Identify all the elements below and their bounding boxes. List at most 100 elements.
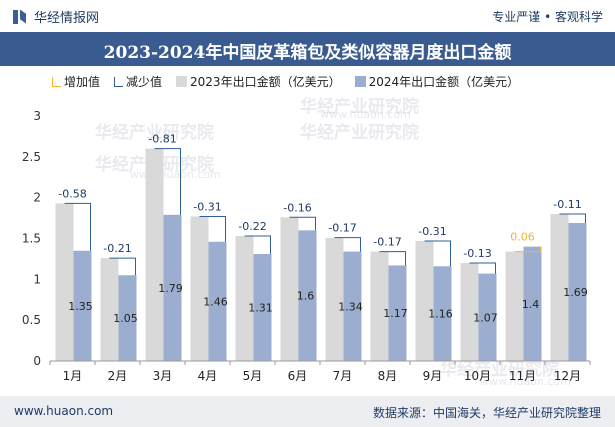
x-tick-label: 9月: [423, 369, 443, 383]
value-label-2024: 1.07: [473, 311, 498, 324]
decrease-bracket: [559, 213, 586, 223]
value-label-2024: 1.31: [248, 302, 273, 315]
y-tick-label: 1.5: [22, 232, 41, 246]
legend-label-2023: 2023年出口金额（亿美元）: [190, 75, 341, 89]
bar-2024: [118, 275, 137, 361]
bar-2024: [208, 241, 227, 361]
difference-label: -0.81: [148, 133, 176, 146]
bar-2024: [73, 250, 92, 361]
value-label-2024: 1.4: [522, 298, 540, 311]
bar-2024: [568, 222, 587, 361]
x-tick-label: 5月: [243, 369, 263, 383]
decrease-bracket: [109, 257, 136, 276]
legend-item-2023: 2023年出口金额（亿美元）: [176, 73, 341, 90]
value-label-2024: 1.34: [338, 300, 363, 313]
bar-2024: [163, 214, 182, 361]
logo-icon: [12, 9, 28, 25]
x-tick-label: 10月: [464, 369, 491, 383]
top-bar: 华经情报网 专业严谨 • 客观科学: [0, 0, 615, 32]
x-tick-label: 7月: [333, 369, 353, 383]
bar-2023: [370, 251, 389, 361]
difference-label: -0.17: [373, 236, 401, 249]
decrease-bracket: [64, 202, 91, 251]
x-tick-label: 2月: [108, 369, 128, 383]
y-tick-label: 1: [33, 272, 41, 286]
bar-2024: [343, 251, 362, 361]
bar-2023: [280, 217, 299, 361]
data-source: 数据来源：中国海关，华经产业研究院整理: [372, 406, 601, 420]
watermark-url: www.huaon.com: [480, 375, 571, 388]
title-bar: 2023-2024年中国皮革箱包及类似容器月度出口金额: [0, 32, 615, 66]
legend-item-2024: 2024年出口金额（亿美元）: [354, 73, 520, 90]
decrease-bracket: [469, 262, 496, 274]
watermark-text: 华经产业研究院: [300, 97, 419, 117]
legend-label-decrease: 减少值: [126, 75, 163, 89]
difference-label: -0.13: [463, 247, 491, 260]
swatch-2023: [176, 76, 188, 87]
increase-bracket: [514, 246, 541, 253]
chart-title: 2023-2024年中国皮革箱包及类似容器月度出口金额: [103, 43, 512, 63]
footer: www.huaon.com 数据来源：中国海关，华经产业研究院整理: [0, 396, 615, 427]
decrease-bracket: [154, 148, 181, 215]
bar-2023: [235, 236, 254, 361]
bar-2024: [433, 266, 452, 361]
x-tick-label: 6月: [288, 369, 308, 383]
difference-label: -0.58: [58, 187, 86, 200]
brand: 华经情报网: [12, 7, 99, 26]
x-tick-label: 8月: [378, 369, 398, 383]
bar-2023: [415, 240, 434, 361]
x-tick-label: 1月: [63, 369, 83, 383]
bar-chart: 0 0.5 1 1.5 2 2.5 3 -0.58 1.35 1月 -0.21 1.05 2月 -0.81…: [22, 109, 591, 383]
bar-2023: [505, 251, 524, 361]
value-label-2024: 1.46: [203, 295, 228, 308]
watermark-text: 华经产业研究院: [300, 123, 419, 143]
watermark-url: www.huaon.com: [320, 108, 411, 121]
legend-label-2024: 2024年出口金额（亿美元）: [368, 75, 520, 89]
decrease-bracket: [199, 215, 226, 242]
bar-2023: [55, 203, 74, 361]
value-label-2024: 1.16: [428, 308, 453, 321]
value-label-2024: 1.05: [113, 312, 138, 325]
x-tick-label: 11月: [509, 369, 536, 383]
value-label-2024: 1.35: [68, 300, 93, 313]
increase-swatch: [52, 76, 61, 87]
bar-2024: [523, 246, 542, 361]
slogan: 专业严谨 • 客观科学: [492, 10, 603, 24]
bar-2024: [253, 254, 272, 361]
x-tick-label: 4月: [198, 369, 218, 383]
difference-label: -0.31: [418, 225, 446, 238]
bar-2023: [190, 216, 209, 361]
bar-2024: [478, 273, 497, 361]
y-tick-label: 2.5: [22, 150, 41, 164]
watermark-text: 华经产业研究院: [440, 360, 559, 380]
bar-2024: [388, 265, 407, 361]
legend-item-decrease: 减少值: [114, 73, 162, 90]
difference-label: -0.17: [328, 222, 356, 235]
x-tick-label: 12月: [554, 369, 581, 383]
value-label-2024: 1.17: [383, 307, 408, 320]
bar-2023: [325, 237, 344, 361]
bar-2023: [100, 258, 119, 361]
bar-2024: [298, 230, 317, 361]
x-tick-label: 3月: [153, 369, 173, 383]
y-tick-label: 2: [33, 191, 41, 205]
difference-label: 0.06: [510, 231, 535, 244]
bar-2023: [550, 214, 569, 361]
watermark-text: 华经产业研究院: [95, 123, 214, 143]
decrease-swatch: [114, 76, 124, 87]
difference-label: -0.11: [553, 198, 581, 211]
bar-2023: [460, 263, 479, 361]
website-link[interactable]: www.huaon.com: [14, 404, 114, 418]
decrease-bracket: [424, 240, 451, 267]
bar-2023: [145, 148, 164, 361]
value-label-2024: 1.6: [297, 290, 315, 303]
difference-label: -0.16: [283, 201, 311, 214]
decrease-bracket: [379, 251, 406, 266]
decrease-bracket: [289, 216, 316, 231]
difference-label: -0.21: [103, 242, 131, 255]
difference-label: -0.22: [238, 220, 266, 233]
y-tick-label: 0: [33, 354, 41, 368]
brand-name: 华经情报网: [34, 11, 100, 26]
y-tick-label: 3: [33, 109, 41, 123]
legend: 增加值 减少值 2023年出口金额（亿美元） 2024年出口金额（亿美元）: [52, 73, 519, 90]
